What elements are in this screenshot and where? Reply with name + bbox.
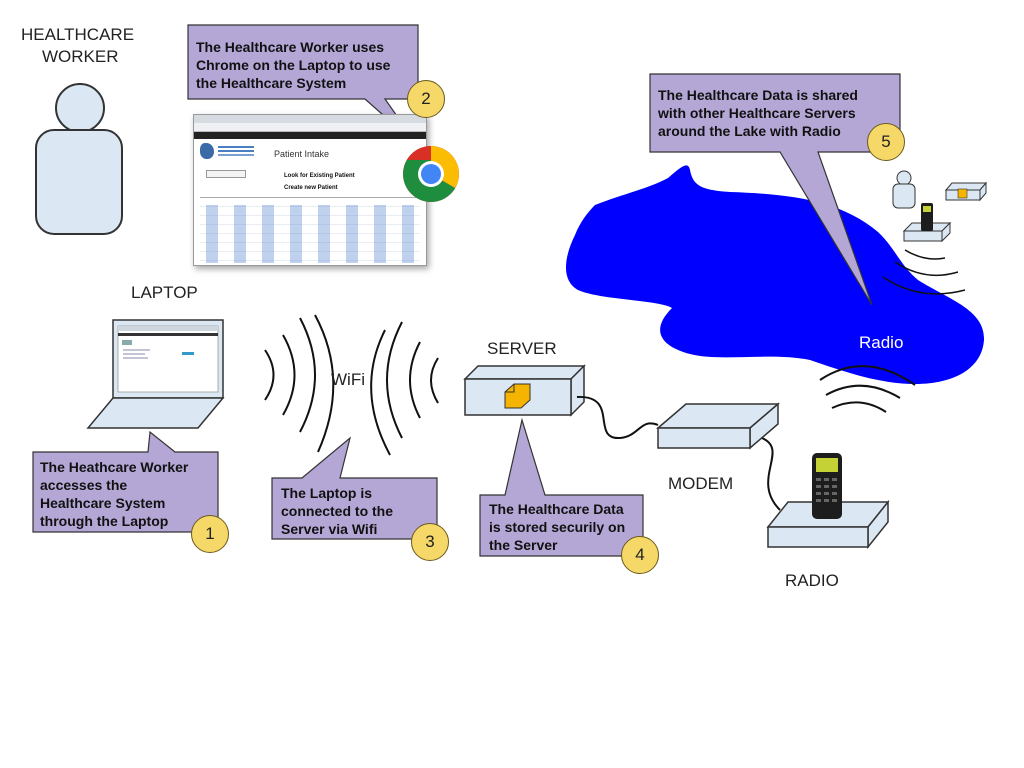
screenshot-link-create: Create new Patient (284, 185, 338, 191)
step-badge-2: 2 (407, 80, 445, 118)
healthcare-worker-label-line2: WORKER (42, 47, 119, 66)
screenshot-page-title: Patient Intake (274, 149, 330, 159)
search-button-mini (206, 170, 246, 178)
browser-navbar (194, 132, 426, 139)
screenshot-link-existing: Look for Existing Patient (284, 173, 355, 179)
africa-logo-icon (200, 143, 214, 159)
server-icon (463, 364, 586, 417)
modem-label: MODEM (668, 474, 734, 493)
modem-radio-cable (761, 437, 781, 511)
callout-bubble-1 (32, 430, 219, 533)
wifi-label: WiFi (331, 370, 365, 389)
screenshot-table-cols (200, 205, 420, 263)
lake-shape (565, 165, 985, 384)
healthcare-worker-label-line1: HEALTHCARE (21, 25, 135, 44)
callout-text-2: The Healthcare Worker uses Chrome on the … (196, 39, 391, 91)
browser-addressbar (194, 123, 426, 132)
wifi-waves-icon (264, 314, 439, 456)
remote-site-icon (892, 170, 988, 243)
browser-screenshot: Patient Intake Look for Existing Patient… (193, 114, 427, 266)
step-badge-3: 3 (411, 523, 449, 561)
callout-bubble-4 (479, 417, 644, 557)
radio-icon (766, 453, 890, 550)
callout-text-1: The Heathcare Worker accesses the Healthc… (40, 459, 189, 529)
step-badge-4: 4 (621, 536, 659, 574)
step-badge-5: 5 (867, 123, 905, 161)
laptop-icon (86, 319, 225, 429)
step-badge-1: 1 (191, 515, 229, 553)
callout-text-4: The Healthcare Data is stored securily on… (489, 501, 626, 553)
callout-text-3: The Laptop is connected to the Server via… (281, 485, 394, 537)
browser-tabbar (194, 115, 426, 123)
chrome-icon (403, 146, 459, 202)
radio-waves-icon (819, 365, 916, 413)
server-label: SERVER (487, 339, 557, 358)
radio-label: RADIO (785, 571, 839, 590)
person-icon (35, 83, 123, 235)
server-modem-cable (576, 395, 659, 440)
laptop-label: LAPTOP (131, 283, 198, 302)
lake-radio-label: Radio (859, 333, 904, 352)
modem-icon (655, 402, 781, 450)
callout-bubble-5 (649, 73, 901, 306)
remote-waves-icon (882, 249, 966, 295)
callout-bubble-3 (271, 436, 438, 540)
screenshot-table (200, 197, 420, 264)
logo-text-lines (218, 146, 254, 148)
callout-text-5: The Healthcare Data is shared with other … (658, 87, 858, 139)
